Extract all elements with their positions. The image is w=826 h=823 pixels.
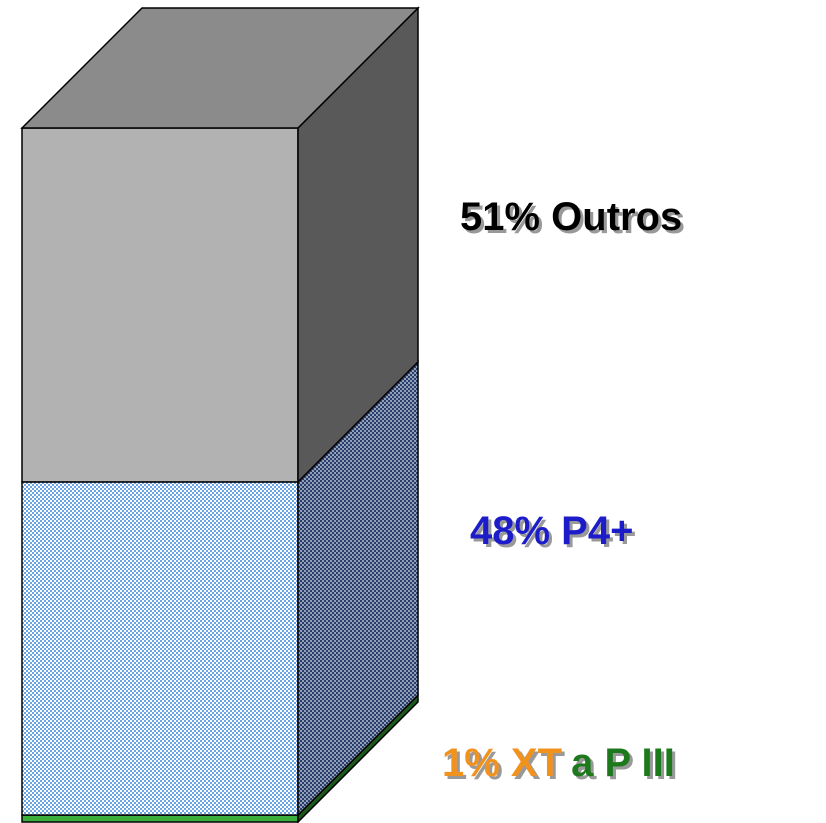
segment-label: 51% Outros <box>460 195 682 239</box>
label-part: 1% XT <box>442 741 562 785</box>
segment-label: 48% P4+ <box>470 509 633 553</box>
bar-front <box>21 481 299 816</box>
label-part: a P III <box>571 741 675 785</box>
label-part: 51% Outros <box>460 195 682 239</box>
label-part: 48% P4+ <box>470 509 633 553</box>
segment-label: 1% XT a P III <box>442 741 675 785</box>
bar-front <box>21 814 299 823</box>
bar-front <box>21 127 299 483</box>
bar-top <box>20 7 420 129</box>
